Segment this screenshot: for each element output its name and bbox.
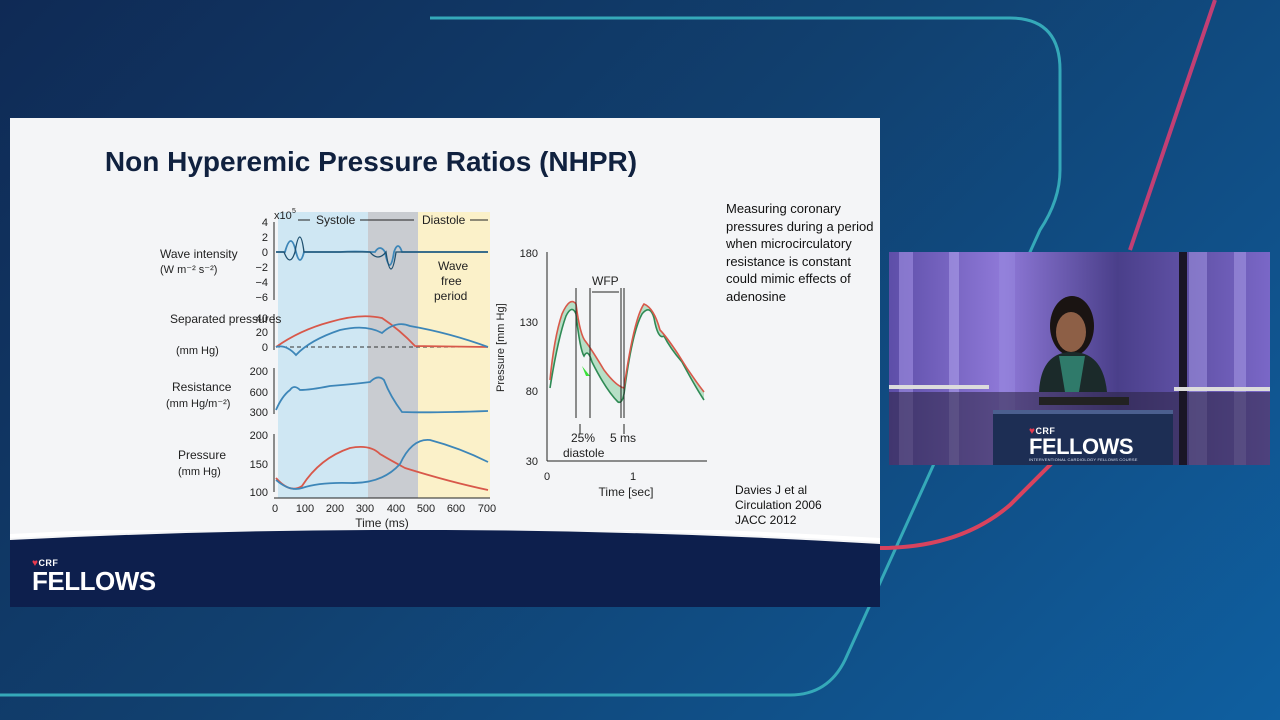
panel-resistance-label: Resistance <box>172 380 232 394</box>
right-y-tick-1: 130 <box>520 317 538 329</box>
x-tick-2: 200 <box>326 503 344 515</box>
right-y-label: Pressure [mm Hg] <box>495 303 507 392</box>
right-x-tick-0: 0 <box>544 471 550 483</box>
pressure-distal-trace <box>275 439 489 490</box>
wfp-label-line3: period <box>434 289 467 303</box>
resistance-trace <box>275 376 489 414</box>
podium-logo-subtitle: INTERVENTIONAL CARDIOLOGY FELLOWS COURSE <box>1029 457 1138 462</box>
wave-tick-1: 2 <box>262 232 268 244</box>
wave-tick-0: 4 <box>262 217 268 229</box>
x-tick-4: 400 <box>387 503 405 515</box>
res-tick-1: 600 <box>250 387 268 399</box>
panel-resistance-unit: (mm Hg/m⁻²) <box>166 398 230 410</box>
scale-exponent: 5 <box>292 208 296 215</box>
sep-tick-2: 0 <box>262 342 268 354</box>
aortic-pressure-trace <box>549 300 705 393</box>
wfp-label-line1: Wave <box>438 259 469 273</box>
citation: Davies J et al Circulation 2006 JACC 201… <box>735 483 865 528</box>
separated-backward-trace <box>275 323 489 357</box>
presentation-slide: Non Hyperemic Pressure Ratios (NHPR) x10… <box>10 118 880 607</box>
sep-tick-0: 40 <box>256 313 268 325</box>
right-x-label: Time [sec] <box>599 485 654 499</box>
podium-heart-icon: ♥ <box>1029 426 1036 437</box>
podium-logo-crf: CRF <box>1035 426 1056 436</box>
panel-pressure-unit: (mm Hg) <box>178 466 221 478</box>
speaker-video: ♥CRF FELLOWS INTERVENTIONAL CARDIOLOGY F… <box>889 252 1270 465</box>
pressure-gradient-fill <box>550 301 704 403</box>
systole-label: Systole <box>316 213 356 227</box>
p-tick-2: 100 <box>250 487 268 499</box>
citation-line-2: Circulation 2006 <box>735 498 822 512</box>
wave-tick-2: 0 <box>262 247 268 259</box>
panel-pressure-label: Pressure <box>178 448 226 462</box>
wave-tick-5: −6 <box>255 292 268 304</box>
wave-tick-4: −4 <box>255 277 268 289</box>
heart-icon: ♥ <box>32 558 39 569</box>
left-x-label: Time (ms) <box>355 516 409 530</box>
x-tick-5: 500 <box>417 503 435 515</box>
wave-intensity-trace-2 <box>276 236 488 270</box>
diastole-band <box>418 212 490 498</box>
separated-forward-trace <box>275 315 489 348</box>
x-tick-3: 300 <box>356 503 374 515</box>
panel-separated-unit: (mm Hg) <box>176 345 219 357</box>
pressure-aortic-trace <box>275 445 489 491</box>
distal-pressure-trace <box>549 308 705 404</box>
res-tick-0: 200 <box>250 366 268 378</box>
right-x-tick-1: 1 <box>630 471 636 483</box>
p-tick-0: 200 <box>250 430 268 442</box>
right-y-tick-2: 80 <box>526 386 538 398</box>
podium-logo-fellows: FELLOWS <box>1029 434 1134 459</box>
res-tick-2: 300 <box>250 407 268 419</box>
slide-note: Measuring coronary pressures during a pe… <box>726 201 874 304</box>
citation-line-3: JACC 2012 <box>735 513 797 527</box>
x-tick-0: 0 <box>272 503 278 515</box>
wfp-label: WFP <box>592 274 619 288</box>
x-tick-6: 600 <box>447 503 465 515</box>
stage-scene <box>889 252 1270 465</box>
slide-footer <box>10 530 880 607</box>
diastole-label: Diastole <box>422 213 466 227</box>
systole-band <box>278 212 368 498</box>
slide-logo-crf: CRF <box>38 558 59 568</box>
wfp-label-line2: free <box>441 274 462 288</box>
x-tick-1: 100 <box>296 503 314 515</box>
slide-crf-fellows-logo: ♥CRF FELLOWS <box>32 558 156 596</box>
citation-line-1: Davies J et al <box>735 483 808 497</box>
right-y-tick-3: 30 <box>526 456 538 468</box>
sep-tick-1: 20 <box>256 327 268 339</box>
p-tick-1: 150 <box>250 459 268 471</box>
green-arrow <box>582 366 590 376</box>
panel-wave-label: Wave intensity <box>160 247 238 261</box>
ms-label: 5 ms <box>610 431 636 445</box>
slide-title: Non Hyperemic Pressure Ratios (NHPR) <box>104 146 638 177</box>
podium-crf-fellows-logo: ♥CRF FELLOWS INTERVENTIONAL CARDIOLOGY F… <box>1029 426 1138 462</box>
wave-intensity-figure: x10 5 Systole Diastole Wave free period … <box>160 208 707 530</box>
right-y-tick-0: 180 <box>520 248 538 260</box>
scale-label: x10 <box>274 210 292 222</box>
slide-logo-fellows: FELLOWS <box>32 566 156 596</box>
panel-separated-label: Separated pressures <box>170 312 281 326</box>
panel-wave-unit: (W m⁻² s⁻²) <box>160 264 217 276</box>
x-tick-7: 700 <box>478 503 496 515</box>
diastole-sub-label: diastole <box>563 446 605 460</box>
pct-label: 25% <box>571 431 595 445</box>
wave-tick-3: −2 <box>255 262 268 274</box>
